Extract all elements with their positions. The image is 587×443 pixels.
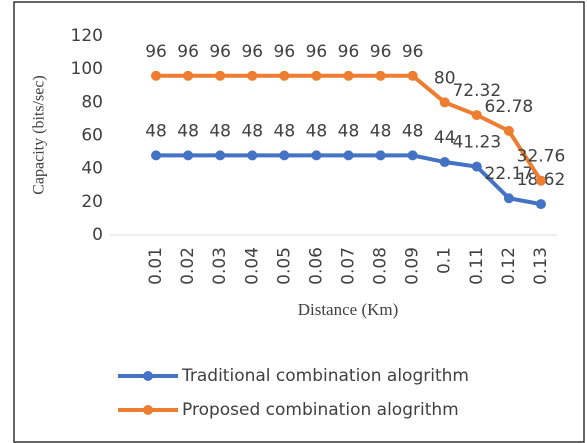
y-tick-label: 20 [81, 192, 103, 212]
point [375, 70, 386, 81]
point [535, 199, 546, 210]
point [183, 150, 194, 161]
data-label: 22.17 [485, 164, 534, 184]
point [375, 150, 386, 161]
y-tick-label: 40 [81, 159, 103, 179]
point [407, 150, 418, 161]
legend-marker [143, 405, 153, 415]
data-label: 48 [241, 121, 263, 141]
legend-label: Traditional combination alogrithm [181, 366, 469, 386]
point [471, 161, 482, 172]
data-label: 48 [274, 121, 296, 141]
point [247, 70, 258, 81]
point [151, 70, 162, 81]
point [151, 150, 162, 161]
y-tick-label: 0 [92, 225, 103, 245]
point [247, 150, 258, 161]
legend-marker [143, 371, 153, 381]
data-label: 96 [145, 42, 167, 62]
point [279, 150, 290, 161]
data-label: 96 [274, 42, 296, 62]
y-axis-label: Capacity (bits/sec) [31, 75, 48, 195]
x-tick-label: 0.01 [146, 247, 166, 285]
x-tick-label: 0.08 [371, 247, 391, 285]
y-tick-label: 120 [71, 26, 103, 46]
data-label: 72.32 [452, 81, 501, 101]
x-tick-label: 0.03 [210, 247, 230, 285]
x-tick-label: 0.07 [339, 247, 359, 285]
data-label: 96 [306, 42, 328, 62]
point [215, 150, 226, 161]
data-label: 48 [177, 121, 199, 141]
data-label: 41.23 [452, 133, 501, 153]
x-tick-label: 0.02 [178, 247, 198, 285]
point [503, 125, 514, 136]
data-label: 96 [338, 42, 360, 62]
data-label: 32.76 [517, 147, 566, 167]
data-label: 62.78 [485, 97, 534, 117]
frame [13, 1, 585, 443]
x-tick-label: 0.09 [403, 247, 423, 285]
data-label: 96 [209, 42, 231, 62]
point [343, 70, 354, 81]
x-tick-label: 0.04 [242, 247, 262, 285]
data-label: 96 [402, 42, 424, 62]
data-label: 80 [434, 68, 456, 88]
y-tick-label: 100 [71, 59, 103, 79]
data-label: 48 [145, 121, 167, 141]
point [535, 175, 546, 186]
point [311, 70, 322, 81]
point [439, 97, 450, 108]
data-label: 48 [402, 121, 424, 141]
legend-label: Proposed combination alogrithm [182, 400, 459, 420]
data-label: 44 [434, 128, 456, 148]
point [471, 110, 482, 121]
point [311, 150, 322, 161]
x-tick-label: 0.13 [531, 247, 551, 285]
point [215, 70, 226, 81]
point [503, 193, 514, 204]
x-axis-label: Distance (Km) [298, 300, 399, 319]
data-label: 96 [241, 42, 263, 62]
x-tick-label: 0.06 [306, 247, 326, 285]
series-line [156, 153, 542, 207]
point [279, 70, 290, 81]
point [407, 70, 418, 81]
y-tick-label: 60 [81, 126, 103, 146]
data-label: 96 [370, 42, 392, 62]
x-tick-label: 0.1 [435, 247, 455, 274]
x-tick-label: 0.12 [499, 247, 519, 285]
point [439, 157, 450, 168]
data-label: 48 [209, 121, 231, 141]
data-label: 48 [370, 121, 392, 141]
point [183, 70, 194, 81]
point [343, 150, 354, 161]
data-label: 96 [177, 42, 199, 62]
x-tick-label: 0.05 [274, 247, 294, 285]
x-tick-label: 0.11 [467, 247, 487, 285]
data-label: 48 [306, 121, 328, 141]
y-tick-label: 80 [81, 92, 103, 112]
data-label: 48 [338, 121, 360, 141]
